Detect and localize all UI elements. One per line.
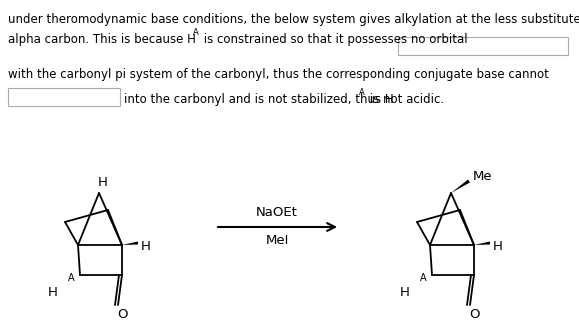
Bar [398,37,568,55]
Text: into the carbonyl and is not stabilized, thus H: into the carbonyl and is not stabilized,… [124,93,394,106]
Text: H: H [141,241,151,253]
Text: NaOEt: NaOEt [256,207,298,219]
Bar [8,88,120,106]
Text: H: H [400,286,410,300]
Text: is not acidic.: is not acidic. [366,93,444,106]
Polygon shape [474,242,490,245]
Text: O: O [470,309,480,321]
Text: A: A [68,273,75,283]
Text: with the carbonyl pi system of the carbonyl, thus the corresponding conjugate ba: with the carbonyl pi system of the carbo… [8,68,549,81]
Polygon shape [451,180,470,193]
Text: A: A [193,28,199,37]
Text: A: A [359,88,365,97]
Text: Me: Me [473,171,493,183]
Text: is constrained so that it possesses no orbital: is constrained so that it possesses no o… [200,33,468,46]
Text: alpha carbon. This is because H: alpha carbon. This is because H [8,33,196,46]
Text: MeI: MeI [265,234,289,247]
Text: H: H [48,286,58,300]
Text: H: H [493,241,503,253]
Text: O: O [118,309,129,321]
Text: A: A [420,273,427,283]
Polygon shape [122,242,138,245]
Text: under theromodynamic base conditions, the below system gives alkylation at the l: under theromodynamic base conditions, th… [8,13,579,26]
Text: H: H [98,177,108,189]
